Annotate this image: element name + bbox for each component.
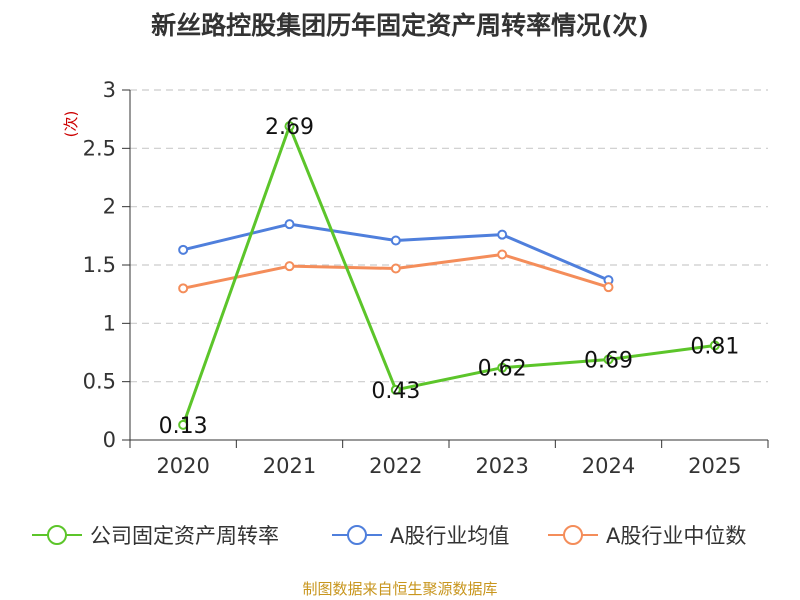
legend-item-industry-median[interactable]: A股行业中位数 xyxy=(548,520,746,550)
series-line-0 xyxy=(181,124,716,426)
series-0-point-2025 xyxy=(709,340,720,351)
series-0-point-2021 xyxy=(284,121,295,132)
legend-marker-average-icon xyxy=(332,525,382,545)
x-tick-label-2024: 2024 xyxy=(582,454,635,478)
data-label-2023: 0.62 xyxy=(478,357,527,382)
legend-marker-median-icon xyxy=(548,525,598,545)
chart-title: 新丝路控股集团历年固定资产周转率情况(次) xyxy=(151,11,649,40)
y-tick-label-1: 0.5 xyxy=(83,370,116,394)
series-2-point-2021 xyxy=(284,261,295,272)
series-1-point-2021 xyxy=(284,219,295,230)
y-tick-label-3: 1.5 xyxy=(83,253,116,277)
series-2-point-2022 xyxy=(390,263,401,274)
data-label-2025: 0.81 xyxy=(690,335,739,360)
x-tick-label-2021: 2021 xyxy=(263,454,316,478)
series-1-point-2020 xyxy=(178,244,189,255)
data-label-2024: 0.69 xyxy=(584,349,633,374)
series-1-point-2023 xyxy=(497,229,508,240)
data-labels: 0.13 2.69 0.43 0.62 0.69 0.81 xyxy=(159,115,740,439)
series-2-point-2024 xyxy=(603,282,614,293)
data-label-2020: 0.13 xyxy=(159,414,208,439)
legend-label-average: A股行业均值 xyxy=(390,524,510,548)
series-2-point-2023 xyxy=(497,249,508,260)
series-0-point-2024 xyxy=(603,354,614,365)
y-tick-label-4: 2 xyxy=(103,195,116,219)
x-tick-label-2022: 2022 xyxy=(369,454,422,478)
x-tick-label-2025: 2025 xyxy=(688,454,741,478)
footer-source: 制图数据来自恒生聚源数据库 xyxy=(302,580,498,598)
y-axis-unit-label: (次) xyxy=(62,111,80,138)
axes: 0 0.5 1 1.5 2 2.5 3 (次) 2020 2021 2022 2023 2024 2025 xyxy=(62,78,769,478)
y-tick-label-5: 2.5 xyxy=(83,136,116,160)
y-tick-label-2: 1 xyxy=(103,311,116,335)
data-label-2021: 2.69 xyxy=(265,115,314,140)
y-tick-label-6: 3 xyxy=(103,78,116,102)
series-lines xyxy=(178,121,720,430)
series-0-point-2022 xyxy=(390,384,401,395)
x-tick-label-2020: 2020 xyxy=(156,454,209,478)
legend-label-median: A股行业中位数 xyxy=(606,524,747,548)
legend-item-industry-average[interactable]: A股行业均值 xyxy=(332,520,509,550)
legend-item-company-turnover[interactable]: 公司固定资产周转率 xyxy=(32,520,279,550)
y-tick-label-0: 0 xyxy=(103,428,116,452)
series-0-point-2023 xyxy=(497,362,508,373)
legend-marker-company-icon xyxy=(32,525,82,545)
x-tick-label-2023: 2023 xyxy=(475,454,528,478)
grid-lines xyxy=(130,89,768,383)
series-0-point-2020 xyxy=(178,419,189,430)
data-label-2022: 0.43 xyxy=(371,379,420,404)
legend-label-company: 公司固定资产周转率 xyxy=(90,524,279,548)
series-2-point-2020 xyxy=(178,283,189,294)
series-1-point-2022 xyxy=(390,235,401,246)
